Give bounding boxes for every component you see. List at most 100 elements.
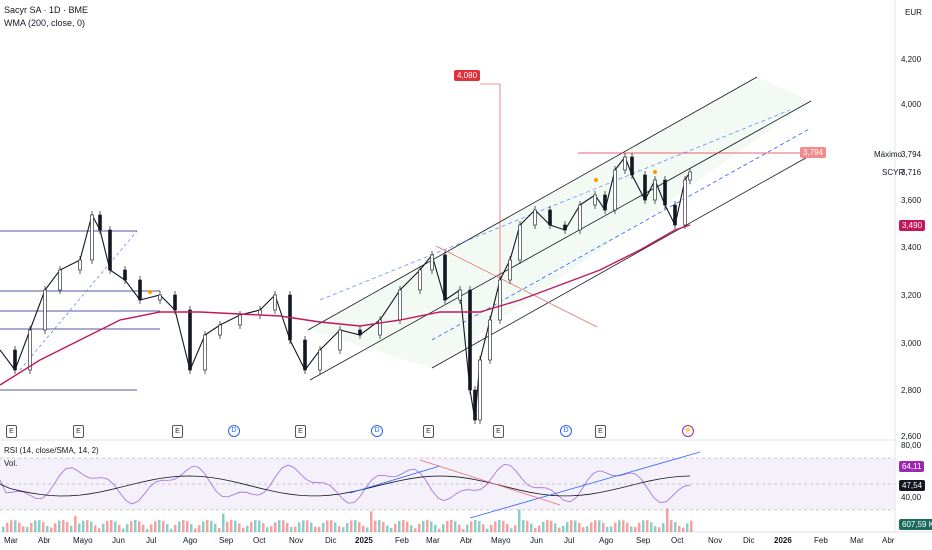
- volume-bar: [138, 521, 141, 532]
- earnings-event-icon[interactable]: E: [595, 425, 606, 438]
- price-series-line: [0, 155, 691, 421]
- volume-bar: [578, 523, 581, 532]
- signal-marker: [594, 178, 598, 182]
- candle-body: [630, 156, 634, 176]
- volume-bar: [486, 528, 489, 532]
- dividend-event-icon[interactable]: D: [560, 425, 572, 437]
- volume-bar: [150, 524, 153, 532]
- candle-body: [108, 229, 112, 271]
- candle-body: [593, 194, 597, 206]
- indicator-label[interactable]: WMA (200, close, 0): [4, 18, 86, 28]
- volume-bar: [214, 523, 217, 532]
- volume-bar: [454, 521, 457, 532]
- volume-title[interactable]: Vol.: [4, 459, 18, 468]
- volume-bar: [442, 524, 445, 532]
- channel-lower-line: [431, 154, 812, 369]
- candle-body: [398, 289, 402, 321]
- volume-bar: [174, 524, 177, 532]
- maximo-value: 3,794: [901, 150, 922, 159]
- earnings-event-icon[interactable]: E: [423, 425, 434, 438]
- volume-bar: [414, 528, 417, 532]
- volume-bar: [642, 520, 645, 532]
- volume-bar: [338, 526, 341, 532]
- volume-bar: [26, 527, 29, 532]
- candle-body: [78, 259, 82, 271]
- volume-bar: [358, 522, 361, 532]
- earnings-event-icon[interactable]: E: [295, 425, 306, 438]
- volume-bar: [266, 527, 269, 532]
- volume-bar: [630, 526, 633, 532]
- volume-bar: [622, 520, 625, 532]
- volume-bar: [482, 524, 485, 532]
- rsi-level-low: 40,00: [901, 493, 922, 502]
- candle-body: [218, 324, 222, 336]
- volume-bar: [254, 520, 257, 532]
- earnings-event-icon[interactable]: E: [493, 425, 504, 438]
- volume-bar: [30, 522, 33, 532]
- earnings-event-icon[interactable]: E: [172, 425, 183, 438]
- candle-body: [578, 204, 582, 231]
- volume-bar: [170, 528, 173, 532]
- volume-bar: [458, 524, 461, 532]
- volume-bar: [94, 525, 97, 532]
- volume-bar: [118, 524, 121, 532]
- split-lightning-icon[interactable]: ⚡: [682, 425, 694, 437]
- volume-bar: [218, 528, 221, 532]
- volume-bar: [190, 524, 193, 532]
- dividend-event-icon[interactable]: D: [228, 425, 240, 437]
- candle-body: [673, 204, 677, 226]
- candle-body: [468, 289, 472, 391]
- volume-bar: [394, 523, 397, 532]
- volume-bar: [426, 520, 429, 532]
- x-tick: Abr: [38, 536, 51, 545]
- price-tick: 4,200: [901, 55, 922, 64]
- candle-body: [653, 179, 657, 201]
- rsi-line: [0, 464, 691, 505]
- volume-bar: [126, 524, 129, 532]
- volume-bar: [650, 522, 653, 532]
- volume-bar: [222, 513, 225, 532]
- volume-bar: [574, 520, 577, 532]
- candle-body: [418, 269, 422, 291]
- rsi-title[interactable]: RSI (14, close/SMA, 14, 2): [4, 446, 99, 455]
- volume-bar: [282, 520, 285, 532]
- volume-bar: [78, 523, 81, 532]
- trend-line: [19, 230, 138, 371]
- volume-bar: [474, 520, 477, 532]
- volume-bar: [250, 522, 253, 532]
- volume-bar: [226, 521, 229, 532]
- volume-bar: [262, 523, 265, 532]
- x-tick: Feb: [395, 536, 409, 545]
- candle-body: [683, 179, 687, 226]
- candle-body: [378, 319, 382, 336]
- volume-bar: [6, 522, 9, 532]
- volume-bar: [202, 521, 205, 532]
- channel-dash-line: [431, 127, 812, 341]
- candle-body: [533, 209, 537, 226]
- candle-body: [458, 289, 462, 301]
- x-tick: Jun: [112, 536, 125, 545]
- volume-bar: [186, 520, 189, 532]
- volume-bar: [614, 522, 617, 532]
- volume-bar: [410, 525, 413, 532]
- x-tick: Mar: [4, 536, 18, 545]
- dividend-event-icon[interactable]: D: [371, 425, 383, 437]
- earnings-event-icon[interactable]: E: [73, 425, 84, 438]
- volume-bar: [366, 527, 369, 532]
- signal-marker: [653, 170, 657, 174]
- volume-bar: [430, 521, 433, 532]
- volume-bar: [206, 520, 209, 532]
- volume-bar: [658, 527, 661, 532]
- volume-bar: [58, 520, 61, 532]
- volume-bar: [154, 521, 157, 532]
- rsi-trend-line: [349, 465, 441, 494]
- volume-bar: [290, 526, 293, 532]
- volume-bar: [122, 528, 125, 532]
- rsi-trend-line: [469, 451, 701, 519]
- volume-bar: [10, 520, 13, 532]
- volume-bar: [278, 520, 281, 532]
- volume-bar: [234, 520, 237, 532]
- earnings-event-icon[interactable]: E: [6, 425, 17, 438]
- volume-bar: [130, 521, 133, 532]
